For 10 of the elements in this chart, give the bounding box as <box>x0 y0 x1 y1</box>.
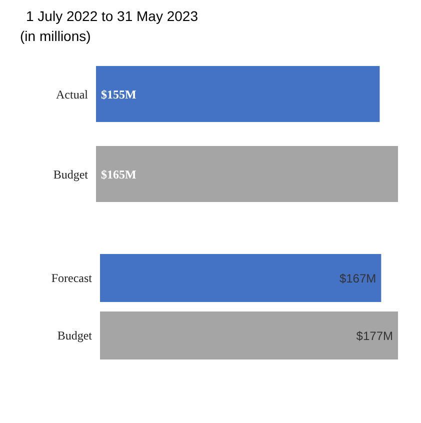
y-tick-label: Budget <box>53 167 89 182</box>
y-tick-label: Actual <box>56 87 89 102</box>
chart-subtitle: (in millions) <box>20 28 92 44</box>
data-label: $165M <box>101 167 136 182</box>
y-tick-label: Budget <box>57 328 93 343</box>
y-tick-label: Forecast <box>51 271 93 286</box>
data-label: $177M <box>356 328 393 343</box>
data-label: $155M <box>101 87 136 102</box>
chart-title: 1 July 2022 to 31 May 2023 <box>26 8 200 24</box>
data-label: $167M <box>339 271 376 286</box>
